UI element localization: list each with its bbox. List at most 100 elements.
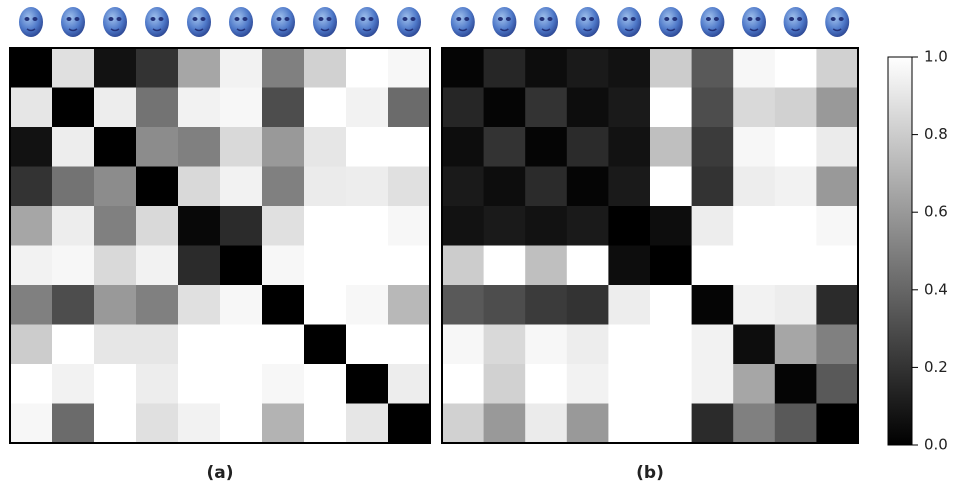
heatmap-cell [220,88,263,128]
panel-label: (b) [636,463,664,483]
face-eye [631,17,636,21]
heatmap-cell [136,364,179,404]
heatmap-cell [136,48,179,88]
heatmap-cell [346,127,389,167]
heatmap-cell [525,364,567,404]
heatmap-cell [525,206,567,246]
heatmap-cell [10,88,53,128]
heatmap-cell [346,325,389,365]
heatmap-cell [94,246,137,286]
figure: (a)(b)0.00.20.40.60.81.0 [0,0,969,491]
face-eye [403,17,408,21]
heatmap-cell [220,404,263,444]
heatmap-cell [525,127,567,167]
panel-label: (a) [206,463,233,483]
face-icon [576,7,600,37]
face-eye [714,17,719,21]
heatmap-cell [484,167,526,207]
heatmap-cell [388,127,431,167]
heatmap-cell [10,325,53,365]
heatmap-cell [692,325,734,365]
heatmap-cell [733,246,775,286]
heatmap-cell [346,48,389,88]
heatmap-cell [567,246,609,286]
heatmap-cell [442,48,484,88]
heatmap-cell [262,246,305,286]
face-eye [706,17,711,21]
heatmap-cell [346,404,389,444]
heatmap-cell [10,246,53,286]
heatmap-cell [816,285,858,325]
heatmap-cell [136,167,179,207]
heatmap-cell [650,206,692,246]
face-eye [117,17,122,21]
heatmap-cell [178,285,221,325]
heatmap-cell [388,285,431,325]
heatmap-cell [388,404,431,444]
heatmap-cell [220,127,263,167]
heatmap-cell [388,88,431,128]
face-eye [548,17,553,21]
heatmap-cell [52,325,95,365]
heatmap-cell [816,364,858,404]
heatmap-cell [10,206,53,246]
heatmap-cell [52,127,95,167]
heatmap-cell [484,285,526,325]
heatmap-cell [733,48,775,88]
heatmap-cell [178,127,221,167]
heatmap-cell [304,127,347,167]
heatmap-cell [816,246,858,286]
heatmap-cell [346,246,389,286]
heatmap-cell [650,364,692,404]
face-eye [25,17,30,21]
heatmap-cell [136,285,179,325]
heatmap-cell [775,325,817,365]
heatmap-cell [816,48,858,88]
heatmap-cell [608,364,650,404]
face-icon [451,7,475,37]
heatmap-cell [136,246,179,286]
heatmap-cell [525,285,567,325]
heatmap-cell [304,246,347,286]
heatmap-cell [733,88,775,128]
heatmap-cell [220,325,263,365]
face-icon [187,7,211,37]
heatmap-cell [608,167,650,207]
heatmap-cell [442,285,484,325]
heatmap-cell [388,325,431,365]
heatmap-cell [178,206,221,246]
heatmap-cell [262,206,305,246]
heatmap-cell [567,404,609,444]
face-eye [243,17,248,21]
heatmap-cell [220,285,263,325]
heatmap-cell [525,167,567,207]
heatmap-cell [567,364,609,404]
face-eye [159,17,164,21]
heatmap-cell [220,246,263,286]
heatmap-cell [346,364,389,404]
heatmap-cell [262,127,305,167]
heatmap-cell [442,206,484,246]
heatmap-cell [692,48,734,88]
face-icon [492,7,516,37]
heatmap-cell [608,88,650,128]
face-icon [742,7,766,37]
heatmap-cell [650,88,692,128]
heatmap-cell [10,167,53,207]
face-icon [19,7,43,37]
face-eye [506,17,511,21]
colorbar-tick-label: 0.0 [924,436,948,454]
heatmap-cell [304,325,347,365]
heatmap-cell [262,48,305,88]
heatmap-cell [10,364,53,404]
heatmap-cell [816,88,858,128]
heatmap-cell [525,404,567,444]
heatmap-cell [650,246,692,286]
heatmap-cell [136,127,179,167]
heatmap-cell [304,48,347,88]
face-eye [411,17,416,21]
face-icon [313,7,337,37]
heatmap-cell [304,285,347,325]
heatmap-cell [692,127,734,167]
heatmap-cell [136,88,179,128]
